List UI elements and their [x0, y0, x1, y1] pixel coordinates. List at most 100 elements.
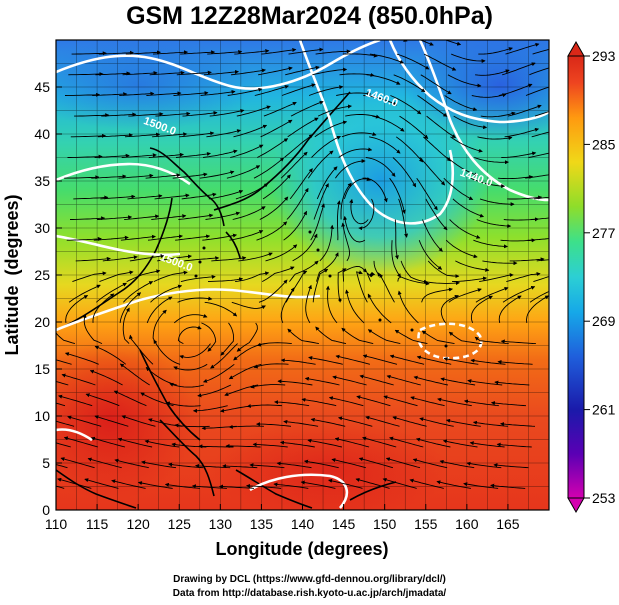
- wind-streamline: [202, 363, 235, 383]
- wind-streamline: [146, 296, 173, 324]
- wind-streamline: [383, 395, 418, 407]
- wind-streamline: [75, 256, 111, 262]
- wind-streamline: [427, 260, 460, 279]
- wind-streamline: [276, 461, 312, 469]
- wind-streamline: [398, 198, 409, 238]
- wind-streamline: [180, 274, 216, 283]
- wind-streamline: [507, 195, 543, 200]
- wind-streamline: [479, 272, 514, 283]
- wind-streamline: [119, 91, 155, 96]
- x-tick-label: 120: [126, 516, 150, 532]
- wind-streamline: [448, 288, 482, 303]
- wind-streamline: [501, 151, 537, 158]
- x-axis-ticks: 110 115 120 125 130 135 140 145 150 155 160 165: [45, 504, 520, 532]
- wind-streamline: [493, 463, 529, 469]
- wind-streamline: [346, 33, 381, 36]
- wind-streamline: [532, 48, 549, 55]
- wind-streamline: [66, 236, 102, 241]
- x-tick-label: 130: [209, 516, 233, 532]
- wind-streamline: [419, 157, 446, 186]
- wind-streamline: [230, 68, 266, 76]
- wind-streamline: [253, 363, 289, 369]
- wind-streamline: [155, 111, 191, 117]
- wind-streamline: [494, 380, 530, 386]
- y-tick-label: 30: [34, 220, 50, 236]
- wind-streamline: [200, 89, 236, 96]
- wind-streamline: [156, 32, 191, 34]
- colorbar: 253 261 269 277 285 293: [567, 40, 616, 514]
- wind-streamline: [362, 177, 388, 203]
- wind-streamline: [56, 381, 69, 386]
- wind-streamline: [359, 374, 394, 386]
- wind-streamline: [341, 222, 350, 262]
- wind-streamline: [257, 138, 289, 158]
- wind-streamline: [203, 149, 238, 158]
- wind-streamline: [147, 234, 183, 241]
- wind-streamline: [211, 32, 245, 34]
- wind-streamline: [527, 238, 549, 241]
- wind-streamline: [328, 478, 363, 489]
- wind-streamline: [362, 436, 397, 448]
- wind-streamline: [67, 415, 102, 427]
- wind-streamline: [463, 482, 499, 489]
- wind-streamline: [386, 374, 421, 386]
- wind-streamline: [125, 50, 161, 55]
- wind-streamline: [279, 440, 315, 448]
- wind-streamline: [418, 240, 443, 270]
- wind-streamline: [281, 83, 316, 96]
- wind-streamline: [289, 168, 313, 200]
- wind-streamline: [530, 217, 549, 220]
- wind-streamline: [409, 478, 444, 489]
- wind-streamlines: [56, 28, 549, 489]
- wind-streamline: [373, 260, 382, 277]
- wind-streamline: [310, 417, 346, 427]
- y-tick-label: 10: [34, 408, 50, 424]
- wind-streamline: [496, 442, 532, 448]
- wind-streamline: [448, 331, 482, 345]
- wind-streamline: [342, 265, 368, 282]
- wind-streamline: [229, 230, 264, 241]
- wind-streamline: [206, 129, 242, 138]
- wind-streamline: [261, 266, 295, 282]
- wind-streamline: [478, 47, 513, 55]
- wind-streamline: [449, 219, 481, 239]
- wind-streamline: [365, 157, 396, 177]
- wind-streamline: [319, 224, 335, 262]
- y-tick-label: 5: [42, 455, 50, 471]
- wind-streamline: [92, 92, 128, 97]
- colorbar-tick-label: 261: [592, 402, 616, 418]
- wind-streamline: [57, 477, 92, 489]
- wind-streamline: [389, 177, 406, 214]
- wind-streamline: [437, 397, 472, 407]
- wind-streamline: [340, 182, 352, 220]
- wind-streamline: [482, 260, 518, 266]
- wind-streamline: [366, 271, 376, 282]
- wind-streamline: [280, 151, 308, 179]
- wind-streamline: [362, 354, 398, 365]
- wind-streamline: [176, 70, 212, 76]
- wind-streamline: [482, 28, 516, 33]
- wind-streamline: [473, 239, 508, 249]
- wind-streamline: [507, 104, 542, 117]
- wind-streamline: [56, 332, 76, 345]
- wind-streamline: [260, 119, 293, 138]
- y-tick-label: 15: [34, 361, 50, 377]
- x-tick-label: 160: [455, 516, 479, 532]
- wind-streamline: [331, 458, 366, 469]
- wind-streamline: [410, 396, 445, 407]
- wind-streamline: [283, 210, 307, 241]
- wind-streamline: [222, 463, 258, 469]
- wind-streamline: [211, 256, 247, 262]
- wind-streamline: [301, 397, 337, 407]
- x-axis-label: Longitude (degrees): [215, 539, 388, 559]
- wind-streamline: [312, 268, 329, 303]
- wind-streamline: [157, 254, 192, 262]
- wind-streamline: [84, 478, 119, 489]
- wind-streamline: [236, 105, 271, 117]
- wind-streamline: [101, 112, 137, 117]
- x-tick-label: 125: [168, 516, 192, 532]
- wind-streamline: [153, 270, 188, 283]
- wind-streamline: [290, 100, 324, 117]
- wind-streamline: [64, 92, 101, 97]
- wind-streamline: [385, 457, 421, 469]
